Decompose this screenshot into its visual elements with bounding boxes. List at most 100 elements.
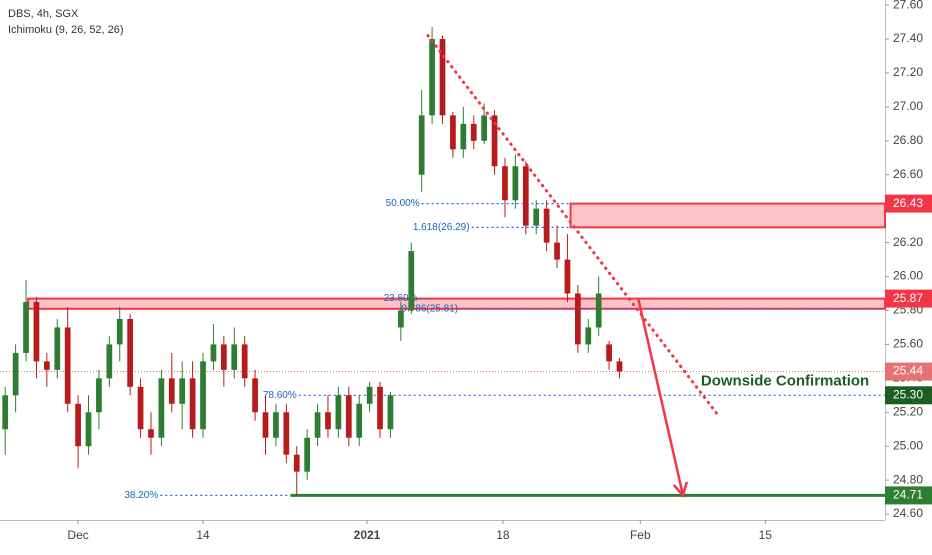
candle-body — [75, 403, 81, 447]
candle-body — [429, 39, 435, 116]
candle-body — [335, 395, 342, 430]
fib-label: 50.00% — [386, 198, 420, 209]
fib-label: 78.60% — [263, 390, 297, 401]
y-tick-label: 24.80 — [893, 472, 923, 486]
candle-body — [262, 412, 269, 438]
candle-body — [595, 293, 602, 328]
fib-label: 38.20% — [124, 490, 158, 501]
x-tick-label: Feb — [630, 528, 651, 542]
candle-body — [96, 378, 102, 413]
price-tag-label: 24.71 — [893, 488, 923, 502]
x-tick-label: Dec — [67, 528, 88, 542]
y-tick-label: 26.00 — [893, 269, 923, 283]
price-tag — [885, 289, 932, 308]
candle-body — [439, 39, 446, 116]
y-tick-label: 24.60 — [893, 506, 923, 520]
fib-label: 23.60% — [384, 293, 418, 304]
candle-body — [210, 344, 217, 362]
candle-body — [397, 310, 404, 328]
trendline — [426, 34, 720, 418]
candle-body — [616, 361, 623, 372]
candle-body — [43, 361, 50, 370]
y-tick-label: 25.60 — [893, 337, 923, 351]
arrow — [637, 298, 685, 496]
candle-body — [470, 123, 477, 141]
candle-body — [12, 352, 19, 396]
candle-body — [481, 115, 488, 141]
candle-body — [304, 437, 311, 472]
resistance-zone — [569, 202, 886, 229]
candle-body — [54, 327, 61, 370]
candle-body — [2, 395, 9, 430]
candle-body — [533, 208, 540, 226]
candle-body — [283, 412, 290, 455]
candle-body — [325, 412, 331, 430]
candle-body — [85, 412, 92, 447]
candle-body — [148, 429, 154, 438]
price-tag — [885, 194, 932, 213]
price-tag-label: 26.43 — [893, 196, 923, 210]
y-tick-label: 26.20 — [893, 235, 923, 249]
y-tick-label: 27.60 — [893, 0, 923, 11]
annotation: Downside Confirmation — [701, 373, 869, 390]
y-tick-label: 27.40 — [893, 31, 923, 45]
price-tag — [885, 362, 932, 381]
candle-body — [252, 378, 258, 413]
candle-body — [585, 327, 592, 345]
candle-body — [314, 412, 321, 438]
plot: 24.6024.8025.0025.2025.4025.6025.8026.00… — [0, 0, 923, 542]
candle-body — [137, 386, 144, 430]
candle-body — [418, 115, 425, 175]
candle-body — [564, 259, 571, 294]
candle-body — [241, 344, 248, 379]
price-tag-label: 25.44 — [893, 364, 923, 378]
x-tick-label: 14 — [196, 528, 210, 542]
candle-body — [293, 454, 300, 472]
candle-body — [522, 166, 529, 226]
candle-body — [116, 318, 123, 345]
price-tag-label: 25.30 — [893, 387, 923, 401]
x-tick-label: 15 — [759, 528, 773, 542]
y-tick-label: 26.80 — [893, 133, 923, 147]
x-tick-label: 18 — [496, 528, 510, 542]
price-tag-label: 25.87 — [893, 291, 923, 305]
candle-body — [168, 378, 175, 404]
candle-body — [606, 344, 612, 362]
candle-body — [574, 293, 581, 345]
candle-body — [408, 251, 415, 311]
candle-body — [33, 301, 40, 362]
candle-body — [491, 115, 498, 167]
candle-body — [450, 115, 456, 150]
chart-title: DBS, 4h, SGX — [8, 8, 79, 20]
candle-body — [106, 344, 113, 379]
candle-body — [189, 378, 196, 430]
candle-body — [179, 378, 186, 404]
y-tick-label: 25.00 — [893, 438, 923, 452]
candle-body — [377, 386, 383, 430]
candle-body — [158, 378, 165, 438]
candle-body — [554, 242, 560, 260]
candle-body — [200, 361, 206, 430]
candle-body — [345, 395, 352, 438]
candle-body — [543, 208, 550, 243]
fib-label: 1.618(26.29) — [413, 222, 470, 233]
arrow-head — [672, 481, 689, 498]
candle-body — [460, 123, 467, 150]
candle-body — [502, 166, 508, 201]
candle-body — [64, 327, 71, 404]
candle-body — [512, 166, 519, 201]
candle-body — [231, 344, 238, 370]
y-tick-label: 27.00 — [893, 99, 923, 113]
price-tag — [885, 386, 932, 405]
price-tag — [885, 486, 932, 505]
chart-subtitle: Ichimoku (9, 26, 52, 26) — [8, 24, 124, 36]
candle-body — [273, 412, 279, 438]
candle-body — [356, 403, 363, 438]
fib-label: 0.786(25.81) — [401, 303, 458, 314]
candle-body — [387, 395, 394, 430]
candle-body — [127, 318, 134, 387]
candle-body — [366, 386, 373, 404]
